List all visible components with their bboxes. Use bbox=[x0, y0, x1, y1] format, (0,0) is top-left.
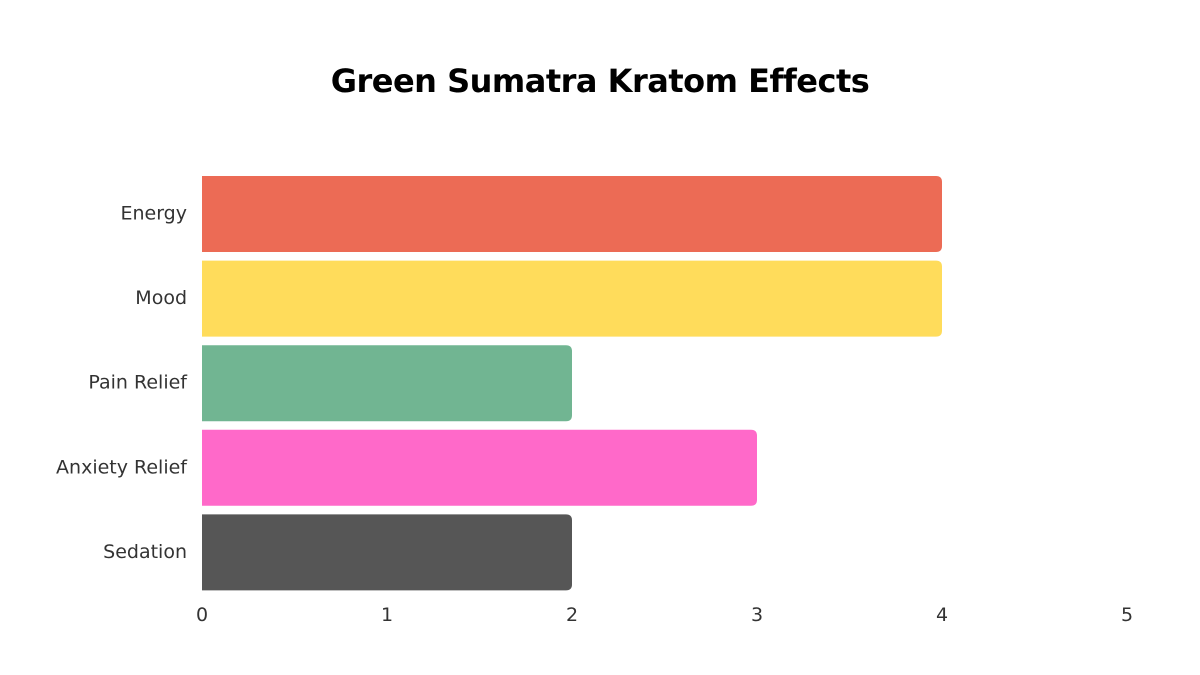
x-tick-label: 0 bbox=[196, 604, 208, 626]
x-tick-label: 5 bbox=[1121, 604, 1133, 626]
bar-pain-relief bbox=[202, 345, 572, 422]
bar-energy bbox=[202, 176, 942, 252]
category-label-pain-relief: Pain Relief bbox=[88, 372, 188, 394]
category-label-energy: Energy bbox=[120, 203, 187, 225]
chart-title: Green Sumatra Kratom Effects bbox=[330, 62, 870, 100]
x-tick-label: 3 bbox=[751, 604, 763, 626]
bars-layer bbox=[202, 176, 942, 591]
category-label-mood: Mood bbox=[135, 287, 187, 309]
category-labels: Energy Mood Pain Relief Anxiety Relief Sedat… bbox=[56, 203, 188, 563]
bar-sedation bbox=[202, 514, 572, 591]
bar-mood bbox=[202, 260, 942, 337]
x-tick-label: 2 bbox=[566, 604, 578, 626]
x-axis-ticks: 0 1 2 3 4 5 bbox=[196, 604, 1133, 626]
x-tick-label: 4 bbox=[936, 604, 948, 626]
bar-anxiety-relief bbox=[202, 429, 757, 506]
category-label-anxiety-relief: Anxiety Relief bbox=[56, 456, 188, 478]
category-label-sedation: Sedation bbox=[103, 541, 187, 563]
x-tick-label: 1 bbox=[381, 604, 393, 626]
